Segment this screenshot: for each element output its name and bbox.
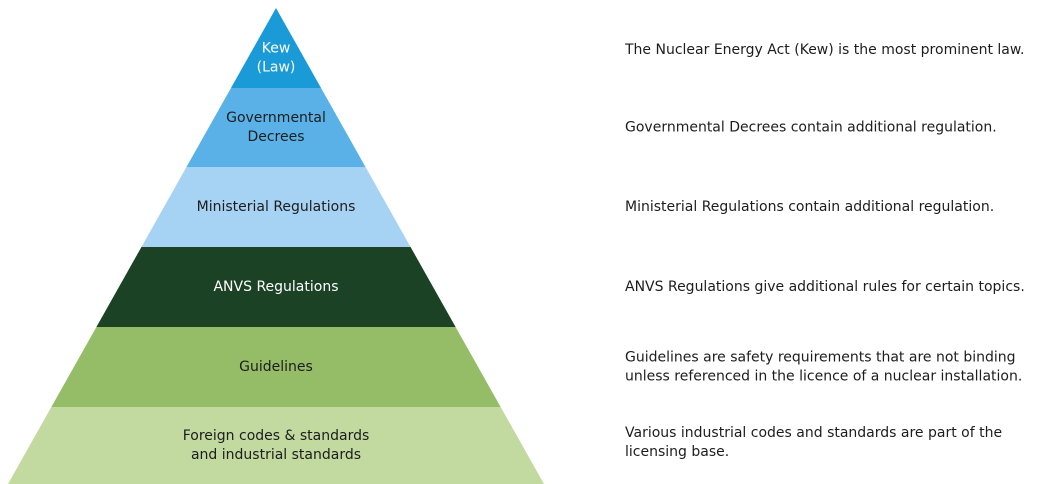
pyramid-layer: [141, 167, 411, 247]
layer-description: licensing base.: [625, 444, 729, 460]
pyramid-layer: [186, 88, 366, 167]
pyramid-layer: [96, 247, 456, 327]
layer-label: ANVS Regulations: [213, 279, 338, 295]
layer-label: Foreign codes & standards: [183, 428, 370, 444]
layer-description: The Nuclear Energy Act (Kew) is the most…: [624, 42, 1024, 58]
layer-description: Ministerial Regulations contain addition…: [625, 199, 994, 215]
layer-label: Ministerial Regulations: [197, 199, 356, 215]
layer-label: Guidelines: [239, 359, 313, 375]
layer-description: Governmental Decrees contain additional …: [625, 120, 997, 136]
pyramid-layer: [51, 327, 501, 407]
layer-description: unless referenced in the licence of a nu…: [625, 369, 1022, 385]
layer-description: ANVS Regulations give additional rules f…: [625, 279, 1025, 295]
layer-label: Governmental: [226, 110, 326, 126]
pyramid-layer: [230, 8, 322, 88]
layer-label: Decrees: [247, 129, 304, 145]
layer-label: and industrial standards: [191, 447, 361, 463]
layer-description: Various industrial codes and standards a…: [625, 425, 1002, 441]
layer-description: Guidelines are safety requirements that …: [625, 350, 1016, 366]
pyramid-layer: [8, 407, 544, 484]
layer-label: (Law): [257, 60, 296, 76]
layer-label: Kew: [262, 41, 291, 57]
